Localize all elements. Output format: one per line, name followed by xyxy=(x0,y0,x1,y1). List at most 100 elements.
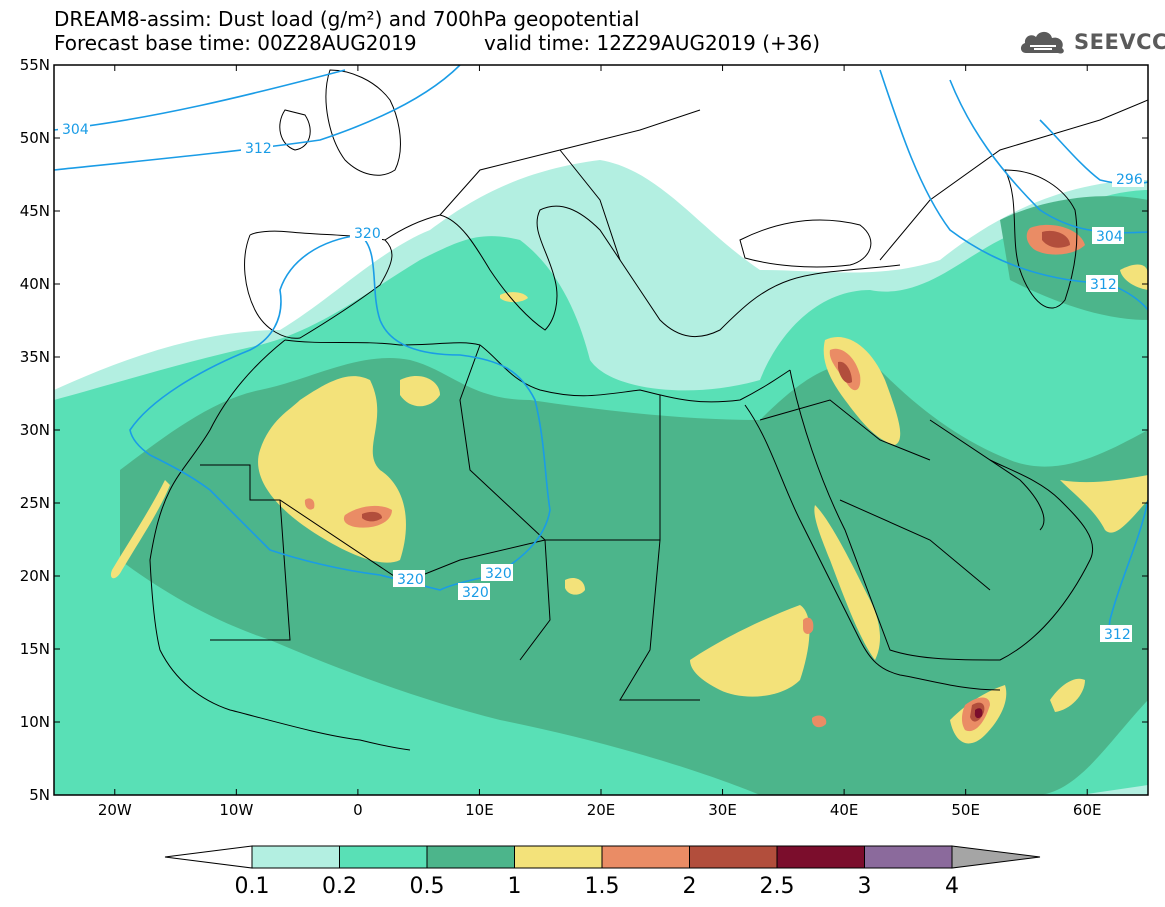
lat-label: 50N xyxy=(20,129,50,147)
coast-ireland xyxy=(279,109,311,151)
dust-layer-15-sudan2 xyxy=(812,715,827,728)
coast-africa-west xyxy=(149,339,411,751)
logo-text: SEEVCCC xyxy=(1074,30,1165,54)
dust-layer-25-somalia xyxy=(974,708,983,719)
coast-iberia xyxy=(244,230,393,339)
longitude-axis: 20W 10W 0 10E 20E 30E 40E 50E 60E xyxy=(98,65,1102,819)
dust-layer-2-iraq xyxy=(838,361,852,384)
contour-label-312-southeast: 312 xyxy=(1104,627,1131,643)
cloud-icon xyxy=(1020,31,1064,54)
colorbar-label: 4 xyxy=(945,874,959,899)
colorbar-label: 1 xyxy=(508,874,522,899)
lon-label: 10E xyxy=(465,801,494,819)
contour-label-320-sahara2: 320 xyxy=(462,585,489,601)
lon-label: 50E xyxy=(951,801,980,819)
colorbar-segment xyxy=(339,845,428,869)
border-1 xyxy=(459,344,661,541)
lon-label: 60E xyxy=(1073,801,1102,819)
lon-label: 40E xyxy=(830,801,859,819)
contour-320-main xyxy=(129,234,551,591)
contour-label-320-sahara1: 320 xyxy=(397,572,424,588)
colorbar-segment xyxy=(426,845,515,869)
colorbar-segment xyxy=(601,845,690,869)
lon-label: 30E xyxy=(708,801,737,819)
lat-label: 40N xyxy=(20,275,50,293)
lon-label: 0 xyxy=(353,801,363,819)
seevccc-logo: SEEVCCC xyxy=(1018,26,1165,58)
dust-layer-1-arabia xyxy=(1060,475,1148,533)
dust-layer-15-a xyxy=(304,498,315,510)
contour-label-304-east: 304 xyxy=(1096,229,1123,245)
coast-europe xyxy=(384,205,901,338)
colorbar: 0.1 0.2 0.5 1 1.5 2 2.5 3 4 xyxy=(164,845,1041,899)
latitude-axis: 55N 50N 45N 40N 35N 30N 25N 20N 15N 10N 5N xyxy=(20,56,1148,804)
border-5 xyxy=(519,539,551,661)
border-3 xyxy=(210,499,291,641)
colorbar-label: 2 xyxy=(683,874,697,899)
lat-label: 30N xyxy=(20,421,50,439)
contour-label-320-iberia: 320 xyxy=(354,226,381,242)
dust-layer-15-sudan xyxy=(803,617,814,634)
border-9 xyxy=(559,149,621,261)
contour-312-west xyxy=(54,65,461,171)
colorbar-segment xyxy=(514,845,603,869)
contour-label-312-west: 312 xyxy=(245,141,272,157)
contour-label-312-east: 312 xyxy=(1090,277,1117,293)
colorbar-low-arrow xyxy=(164,845,253,869)
colorbar-segment xyxy=(864,845,953,869)
colorbar-segment xyxy=(689,845,778,869)
title-line1: DREAM8-assim: Dust load (g/m²) and 700hP… xyxy=(54,7,640,31)
lon-label: 20W xyxy=(98,801,132,819)
contour-labels: 304 312 320 320 320 320 296 304 312 312 xyxy=(58,120,1144,643)
border-10 xyxy=(879,99,1148,261)
coast-red-sea xyxy=(744,404,1001,691)
colorbar-segment xyxy=(251,845,340,869)
title-valid-time: valid time: 12Z29AUG2019 (+36) xyxy=(484,31,821,55)
border-4 xyxy=(619,539,700,701)
contour-label-296: 296 xyxy=(1116,172,1143,188)
coast-arabia xyxy=(789,369,1094,661)
dust-layer-1-atlas xyxy=(400,375,440,407)
lat-label: 20N xyxy=(20,567,50,585)
dust-layer-1-atlantic xyxy=(110,480,170,579)
dust-layer-2-caspian xyxy=(1042,230,1070,248)
title-forecast-base: Forecast base time: 00Z28AUG2019 xyxy=(54,31,417,55)
lat-label: 10N xyxy=(20,713,50,731)
lat-label: 5N xyxy=(29,786,50,804)
lat-label: 15N xyxy=(20,640,50,658)
coast-britain xyxy=(325,69,401,176)
colorbar-label: 0.5 xyxy=(410,874,445,899)
border-6 xyxy=(759,399,931,461)
lat-label: 25N xyxy=(20,494,50,512)
coast-caspian xyxy=(1004,169,1078,309)
dust-layer-1-blob2 xyxy=(500,292,528,303)
dust-layer-2 xyxy=(362,511,382,522)
colorbar-label: 3 xyxy=(858,874,872,899)
colorbar-label: 1.5 xyxy=(585,874,620,899)
contour-label-304-west: 304 xyxy=(62,122,89,138)
dust-field xyxy=(54,160,1148,795)
lat-label: 55N xyxy=(20,56,50,74)
lon-label: 20E xyxy=(587,801,616,819)
colorbar-segment xyxy=(776,845,865,869)
contour-304-west xyxy=(54,69,346,131)
dust-layer-1-blob1 xyxy=(565,578,585,595)
contour-label-320-sahara3: 320 xyxy=(485,566,512,582)
coast-med-south xyxy=(284,339,791,403)
coast-blacksea xyxy=(739,219,872,268)
dust-layer-1-caspian xyxy=(1120,264,1148,290)
lon-label: 10W xyxy=(219,801,253,819)
lat-label: 45N xyxy=(20,202,50,220)
colorbar-label: 0.1 xyxy=(235,874,270,899)
border-2 xyxy=(200,464,546,581)
dust-layer-1-redsea xyxy=(814,505,880,660)
colorbar-label: 0.2 xyxy=(322,874,357,899)
border-7 xyxy=(839,499,991,591)
coastlines xyxy=(149,69,1148,751)
lat-label: 35N xyxy=(20,348,50,366)
dust-layer-1-sudan xyxy=(690,605,810,697)
colorbar-label: 2.5 xyxy=(760,874,795,899)
colorbar-high-arrow xyxy=(951,845,1041,869)
dust-layer-1-arabsea xyxy=(1050,678,1085,712)
